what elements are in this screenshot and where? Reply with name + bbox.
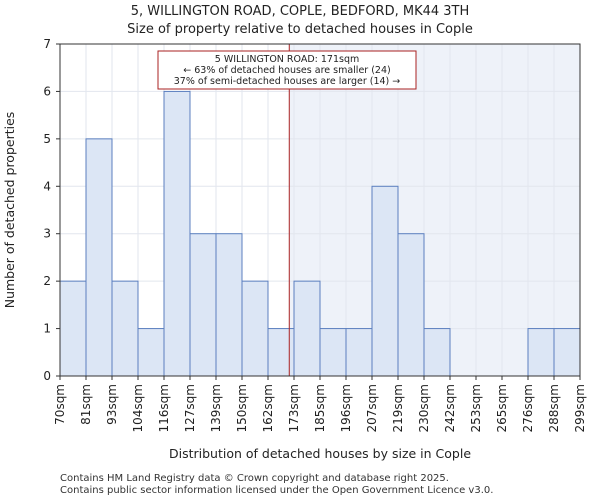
x-tick-label-70sqm: 70sqm <box>53 384 67 425</box>
x-tick-label-162sqm: 162sqm <box>261 384 275 432</box>
bar-127sqm <box>189 233 217 377</box>
bar-185sqm <box>319 328 347 377</box>
bar-196sqm <box>345 328 373 377</box>
x-axis-label: Distribution of detached houses by size … <box>169 446 471 461</box>
bars <box>59 90 581 377</box>
x-tick-label-150sqm: 150sqm <box>235 384 249 432</box>
y-tick-label: 4 <box>43 179 51 193</box>
bar-104sqm <box>137 328 165 377</box>
x-axis-ticks: 70sqm 81sqm 93sqm 104sqm 116sqm 127sqm 139sqm 1… <box>53 376 587 432</box>
marker-annotation: 5 WILLINGTON ROAD: 171sqm ← 63% of detac… <box>157 50 417 90</box>
x-tick-label-81sqm: 81sqm <box>79 384 93 425</box>
x-tick-label-299sqm: 299sqm <box>573 384 587 432</box>
chart-title: 5, WILLINGTON ROAD, COPLE, BEDFORD, MK44… <box>131 4 470 19</box>
y-tick-label: 1 <box>43 322 51 336</box>
shaded-region <box>289 44 580 376</box>
x-tick-label-230sqm: 230sqm <box>417 384 431 432</box>
x-tick-label-276sqm: 276sqm <box>521 384 535 432</box>
x-tick-label-207sqm: 207sqm <box>365 384 379 432</box>
bar-162sqm <box>267 328 295 377</box>
x-tick-label-185sqm: 185sqm <box>313 384 327 432</box>
y-axis-ticks: 0 1 2 3 4 5 6 7 <box>43 37 60 383</box>
y-tick-label: 0 <box>43 369 51 383</box>
x-tick-label-104sqm: 104sqm <box>131 384 145 432</box>
annotation-box <box>157 50 417 90</box>
bar-288sqm <box>553 328 581 377</box>
bar-139sqm <box>215 233 243 377</box>
annotation-line-2: ← 63% of detached houses are smaller (24… <box>183 65 390 76</box>
bar-116sqm <box>163 90 191 377</box>
bar-93sqm <box>111 280 139 377</box>
bar-70sqm <box>59 280 87 377</box>
x-tick-label-116sqm: 116sqm <box>157 384 171 432</box>
y-axis-label: Number of detached properties <box>2 112 17 309</box>
x-tick-label-265sqm: 265sqm <box>495 384 509 432</box>
x-tick-label-253sqm: 253sqm <box>469 384 483 432</box>
x-tick-label-127sqm: 127sqm <box>183 384 197 432</box>
bar-207sqm <box>371 185 399 377</box>
bar-219sqm <box>397 233 425 377</box>
footer-line-1: Contains HM Land Registry data © Crown c… <box>60 473 449 484</box>
y-tick-label: 2 <box>43 274 51 288</box>
x-tick-label-288sqm: 288sqm <box>547 384 561 432</box>
annotation-line-3: 37% of semi-detached houses are larger (… <box>174 76 401 87</box>
x-tick-label-139sqm: 139sqm <box>209 384 223 432</box>
bar-276sqm <box>527 328 555 377</box>
x-tick-label-173sqm: 173sqm <box>287 384 301 432</box>
y-tick-label: 6 <box>43 84 51 98</box>
bar-230sqm <box>423 328 451 377</box>
y-tick-label: 3 <box>43 227 51 241</box>
x-tick-label-219sqm: 219sqm <box>391 384 405 432</box>
bar-81sqm <box>85 138 113 377</box>
bar-150sqm <box>241 280 269 377</box>
x-tick-label-196sqm: 196sqm <box>339 384 353 432</box>
x-tick-label-93sqm: 93sqm <box>105 384 119 425</box>
y-tick-label: 5 <box>43 132 51 146</box>
footer-line-2: Contains public sector information licen… <box>60 485 493 496</box>
chart-subtitle: Size of property relative to detached ho… <box>127 22 473 37</box>
x-tick-label-242sqm: 242sqm <box>443 384 457 432</box>
bar-173sqm <box>293 280 321 377</box>
y-tick-label: 7 <box>43 37 51 51</box>
annotation-line-1: 5 WILLINGTON ROAD: 171sqm <box>215 54 360 65</box>
